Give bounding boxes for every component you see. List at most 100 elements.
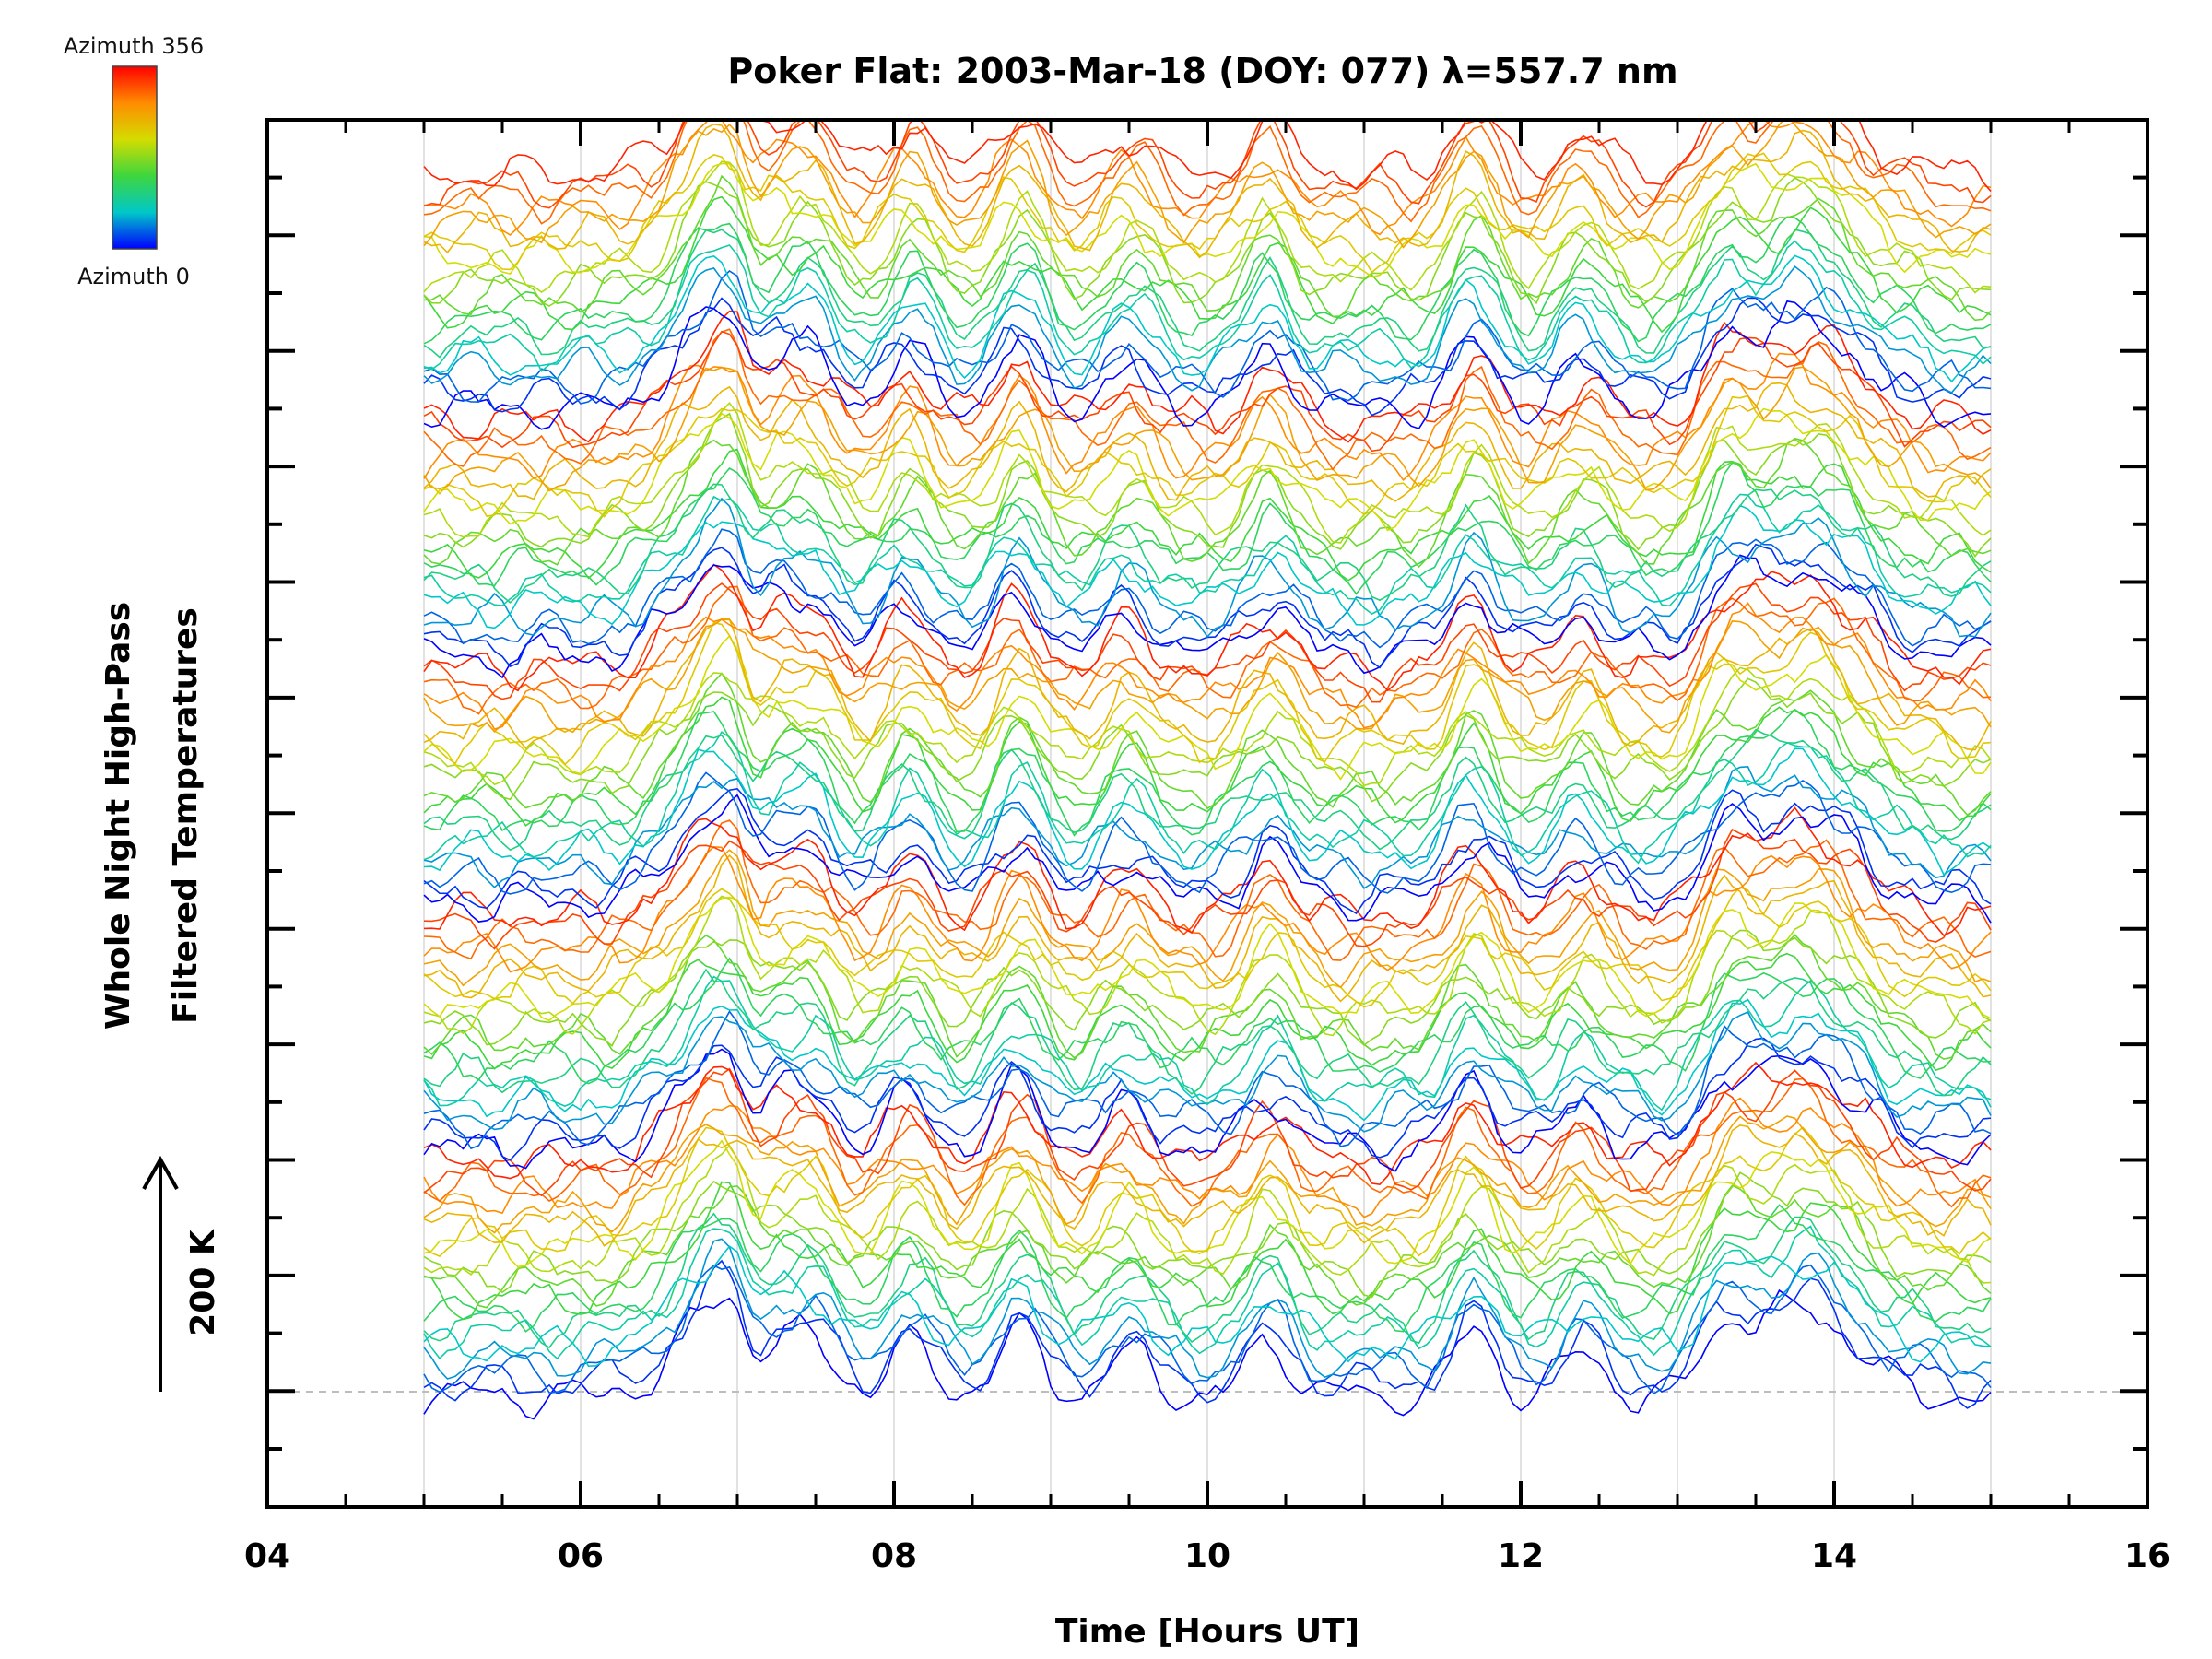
series-line (423, 352, 1992, 482)
series-line (423, 504, 1992, 629)
series-line (423, 765, 1992, 889)
series-line (423, 1061, 1992, 1186)
series-line (423, 1264, 1992, 1395)
series-line (423, 618, 1992, 751)
series-line (423, 618, 1992, 734)
series-line (423, 602, 1992, 731)
series-line (423, 483, 1992, 604)
series-line (423, 828, 1992, 950)
series-line (423, 1010, 1992, 1133)
series-line (423, 1067, 1992, 1197)
series-line (423, 160, 1992, 294)
colorbar-top-label: Azimuth 356 (64, 33, 204, 59)
series-line (423, 968, 1992, 1097)
axis-ticks: 04 06 08 10 12 14 16 (244, 120, 2171, 1575)
series-line (423, 1288, 1992, 1420)
series-line (423, 330, 1992, 453)
series-line (423, 394, 1992, 518)
series-line (423, 1010, 1992, 1150)
series-group (423, 120, 1992, 1420)
series-line (423, 806, 1992, 936)
x-tick-label: 04 (244, 1537, 290, 1575)
x-tick-label: 14 (1811, 1537, 1857, 1575)
series-line (423, 771, 1992, 895)
series-line (423, 195, 1992, 334)
series-line (423, 929, 1992, 1047)
series-line (423, 677, 1992, 803)
colorbar-bottom-label: Azimuth 0 (77, 264, 190, 289)
x-axis-title: Time [Hours UT] (1055, 1613, 1359, 1651)
series-line (423, 849, 1992, 989)
series-line (423, 957, 1992, 1085)
series-line (423, 120, 1992, 249)
series-line (423, 934, 1992, 1060)
series-line (423, 240, 1992, 372)
series-line (423, 708, 1992, 837)
series-line (423, 437, 1992, 569)
series-line (423, 1126, 1992, 1258)
series-line (423, 666, 1992, 787)
series-line (423, 382, 1992, 502)
series-line (423, 120, 1992, 209)
series-line (423, 216, 1992, 345)
series-line (423, 1212, 1992, 1349)
series-line (423, 1181, 1992, 1321)
series-line (423, 819, 1992, 961)
series-line (423, 854, 1992, 1003)
series-line (423, 621, 1992, 766)
series-line (423, 174, 1992, 322)
series-line (423, 554, 1992, 679)
x-tick-label: 16 (2124, 1537, 2171, 1575)
scale-indicator: 200 K (142, 1155, 222, 1392)
series-line (423, 1225, 1992, 1360)
series-line (423, 728, 1992, 852)
series-line (423, 120, 1992, 236)
series-line (423, 1144, 1992, 1284)
series-line (423, 895, 1992, 1037)
series-line (423, 412, 1992, 559)
series-line (423, 672, 1992, 817)
series-line (423, 1048, 1992, 1172)
series-line (423, 563, 1992, 692)
colorbar-gradient (112, 65, 158, 250)
series-line (423, 152, 1992, 274)
series-line (423, 448, 1992, 582)
series-line (423, 297, 1992, 417)
series-line (423, 493, 1992, 615)
series-line (423, 696, 1992, 827)
series-line (423, 1238, 1992, 1380)
series-line (423, 1245, 1992, 1368)
series-line (423, 1124, 1992, 1247)
series-line (423, 1077, 1992, 1208)
series-line (423, 1037, 1992, 1161)
series-line (423, 497, 1992, 639)
series-line (423, 1259, 1992, 1409)
series-line (423, 177, 1992, 307)
series-line (423, 162, 1992, 278)
chart-title: Poker Flat: 2003-Mar-18 (DOY: 077) λ=557… (727, 51, 1677, 91)
series-line (423, 528, 1992, 649)
y-axis-title-line2: Filtered Temperatures (167, 607, 205, 1024)
x-tick-label: 12 (1498, 1537, 1544, 1575)
series-line (423, 120, 1992, 225)
scale-label: 200 K (184, 1229, 222, 1336)
series-line (423, 269, 1992, 405)
series-line (423, 123, 1992, 259)
series-line (423, 975, 1992, 1112)
series-line (423, 1171, 1992, 1299)
x-tick-label: 08 (871, 1537, 917, 1575)
colorbar-legend: Azimuth 356 Azimuth 0 (64, 33, 204, 289)
series-line (423, 794, 1992, 924)
series-line (423, 1139, 1992, 1268)
series-line (423, 254, 1992, 383)
series-line (423, 747, 1992, 877)
series-line (423, 366, 1992, 492)
x-tick-label: 10 (1184, 1537, 1230, 1575)
x-tick-label: 06 (558, 1537, 604, 1575)
y-axis-title-line1: Whole Night High-Pass (100, 602, 137, 1030)
scale-arrow-head (142, 1155, 179, 1190)
series-line (423, 845, 1992, 973)
series-line (423, 229, 1992, 359)
series-line (423, 952, 1992, 1072)
series-line (423, 886, 1992, 1008)
